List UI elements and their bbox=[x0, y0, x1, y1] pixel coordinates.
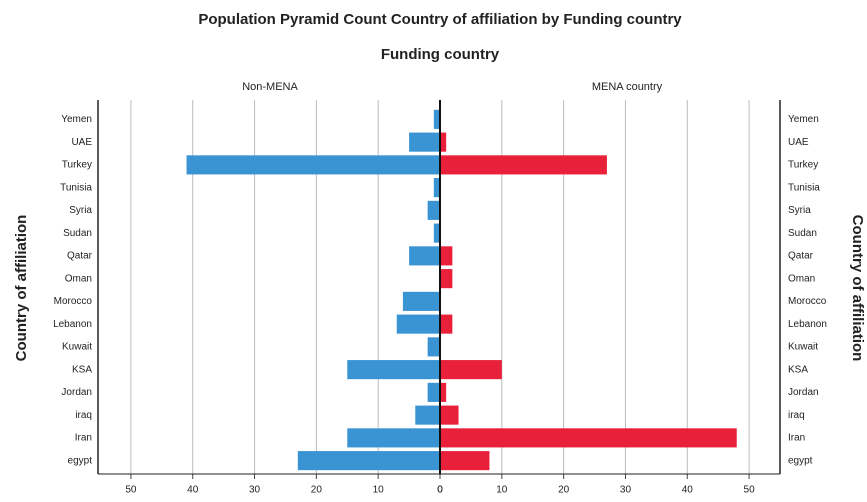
y-tick-label-right: Qatar bbox=[788, 251, 814, 262]
y-tick-label: UAE bbox=[71, 137, 92, 148]
y-tick-label-right: Sudan bbox=[788, 228, 817, 239]
y-tick-label: Jordan bbox=[61, 387, 92, 398]
bar bbox=[347, 428, 440, 448]
y-tick-label: Qatar bbox=[67, 251, 93, 262]
y-tick-label-right: Tunisia bbox=[788, 182, 820, 193]
chart-title: Population Pyramid Count Country of affi… bbox=[198, 11, 682, 28]
bar bbox=[440, 314, 453, 334]
bar bbox=[402, 291, 440, 311]
bar bbox=[347, 360, 440, 380]
x-tick-label: 20 bbox=[311, 485, 323, 496]
x-tick-label: 30 bbox=[249, 485, 261, 496]
x-tick-label: 50 bbox=[125, 485, 137, 496]
y-tick-label: Yemen bbox=[61, 114, 92, 125]
x-tick-label: 30 bbox=[620, 485, 632, 496]
bar bbox=[433, 178, 440, 198]
x-tick-label: 20 bbox=[558, 485, 570, 496]
bar bbox=[427, 382, 440, 402]
bar bbox=[427, 200, 440, 220]
bar bbox=[297, 451, 440, 471]
bar bbox=[433, 223, 440, 243]
bar bbox=[409, 246, 440, 266]
y-tick-label-right: Lebanon bbox=[788, 319, 827, 330]
panel-header: Non-MENA bbox=[242, 81, 298, 93]
bar bbox=[440, 246, 453, 266]
y-tick-label: Syria bbox=[69, 205, 92, 216]
bar bbox=[440, 132, 447, 152]
y-axis-label-right: Country of affiliation bbox=[849, 215, 866, 362]
x-tick-label: 40 bbox=[682, 485, 694, 496]
y-tick-label-right: Morocco bbox=[788, 296, 827, 307]
bar bbox=[440, 451, 490, 471]
y-tick-label-right: iraq bbox=[788, 410, 805, 421]
bar bbox=[186, 155, 440, 175]
y-tick-label: Sudan bbox=[63, 228, 92, 239]
y-tick-label-right: Yemen bbox=[788, 114, 819, 125]
y-tick-label: Tunisia bbox=[60, 182, 92, 193]
y-tick-label-right: KSA bbox=[788, 364, 808, 375]
x-tick-label: 0 bbox=[437, 485, 443, 496]
panel-header: MENA country bbox=[592, 81, 663, 93]
y-tick-label-right: Syria bbox=[788, 205, 811, 216]
y-tick-label: egypt bbox=[68, 455, 93, 466]
bar bbox=[440, 382, 447, 402]
y-tick-label: Kuwait bbox=[62, 342, 92, 353]
y-tick-label: Turkey bbox=[62, 160, 92, 171]
bar bbox=[427, 337, 440, 357]
y-tick-label: Oman bbox=[65, 273, 92, 284]
chart-subtitle: Funding country bbox=[381, 46, 500, 63]
bar bbox=[440, 155, 607, 175]
y-tick-label-right: Kuwait bbox=[788, 342, 818, 353]
x-tick-label: 40 bbox=[187, 485, 199, 496]
bar bbox=[440, 269, 453, 289]
y-tick-label: Iran bbox=[75, 433, 92, 444]
bar bbox=[440, 428, 737, 448]
x-tick-label: 0 bbox=[437, 485, 443, 496]
bar bbox=[409, 132, 440, 152]
x-tick-label: 10 bbox=[373, 485, 385, 496]
x-tick-label: 10 bbox=[496, 485, 508, 496]
y-tick-label: iraq bbox=[75, 410, 92, 421]
bar bbox=[440, 405, 459, 425]
y-tick-label: Morocco bbox=[54, 296, 93, 307]
y-tick-label-right: Oman bbox=[788, 273, 815, 284]
bar bbox=[440, 360, 502, 380]
bar bbox=[415, 405, 440, 425]
bar bbox=[396, 314, 440, 334]
y-tick-label-right: Turkey bbox=[788, 160, 818, 171]
y-tick-label: KSA bbox=[72, 364, 92, 375]
y-tick-label-right: UAE bbox=[788, 137, 809, 148]
y-tick-label-right: Iran bbox=[788, 433, 805, 444]
y-tick-label-right: Jordan bbox=[788, 387, 819, 398]
x-tick-label: 50 bbox=[744, 485, 756, 496]
bar bbox=[433, 109, 440, 129]
y-tick-label: Lebanon bbox=[53, 319, 92, 330]
y-axis-label: Country of affiliation bbox=[13, 215, 30, 362]
y-tick-label-right: egypt bbox=[788, 455, 813, 466]
